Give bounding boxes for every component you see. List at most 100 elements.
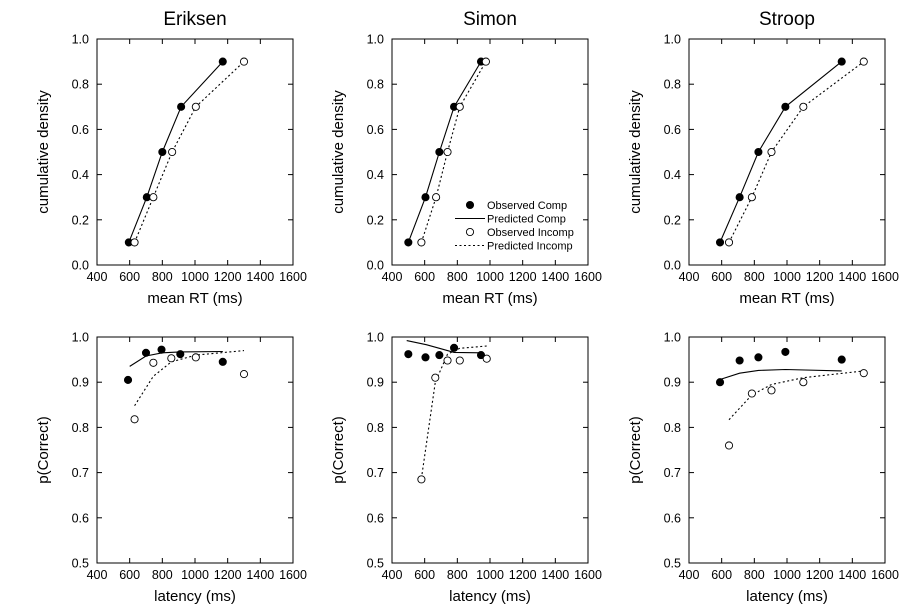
x-tick-label: 1000: [476, 270, 504, 284]
observed-incomp-point: [443, 147, 452, 157]
x-tick-label: 1200: [806, 270, 834, 284]
observed-comp-point: [735, 193, 744, 202]
observed-comp-point: [157, 345, 166, 354]
observed-incomp-point: [167, 354, 176, 363]
y-tick-label: 0.6: [72, 511, 89, 525]
observed-comp-point: [176, 350, 185, 359]
observed-comp-point: [435, 351, 444, 360]
y-tick-label: 1.0: [367, 33, 384, 47]
observed-incomp-point: [799, 378, 808, 387]
observed-incomp-point: [747, 389, 756, 398]
y-axis-label: p(Correct): [627, 416, 644, 484]
x-tick-label: 800: [744, 270, 765, 284]
observed-incomp-point: [443, 356, 452, 365]
x-tick-label: 1600: [871, 270, 899, 284]
observed-incomp-point: [130, 238, 139, 247]
predicted-incomp-line: [134, 61, 245, 243]
y-tick-label: 1.0: [72, 331, 89, 345]
observed-comp-point: [218, 57, 227, 66]
x-tick-label: 800: [152, 270, 173, 284]
x-tick-label: 400: [87, 270, 108, 284]
x-tick-label: 1600: [279, 270, 307, 284]
y-axis-label: p(Correct): [330, 416, 347, 484]
x-tick-label: 1400: [838, 568, 866, 582]
observed-comp-point: [218, 357, 227, 366]
x-tick-label: 400: [87, 568, 108, 582]
panel-title: Eriksen: [163, 9, 226, 30]
x-tick-label: 1400: [246, 568, 274, 582]
observed-comp-point: [435, 147, 444, 157]
x-tick-label: 1000: [773, 270, 801, 284]
plot-frame: [688, 336, 886, 564]
observed-comp-point: [837, 355, 846, 364]
x-tick-label: 1400: [838, 270, 866, 284]
observed-comp-point: [781, 102, 790, 111]
observed-comp-point: [123, 375, 133, 384]
observed-incomp-point: [191, 102, 200, 111]
observed-incomp-point: [168, 147, 177, 157]
y-tick-label: 0.5: [72, 557, 89, 571]
chart-panel-6: 400 600 800 1000 1200 1400 1600 0.5 0.6 0.7 0.8 0.9…: [627, 331, 899, 606]
legend-marker: [465, 200, 475, 210]
x-tick-label: 600: [711, 568, 732, 582]
x-tick-label: 1000: [181, 270, 209, 284]
plot-frame: [391, 336, 589, 564]
observed-incomp-point: [481, 57, 490, 66]
chart-panel-2: Simon 400 600 800 1000 1200 1400 1600 0.0 0.2 0.4 0…: [330, 9, 602, 307]
chart-panel-4: 400 600 800 1000 1200 1400 1600 0.5 0.6 0.7 0.8 0.9…: [35, 331, 307, 606]
legend-entry: Predicted Comp: [487, 214, 566, 226]
predicted-incomp-line: [728, 61, 865, 243]
observed-incomp-point: [130, 415, 139, 424]
predicted-incomp-line: [420, 345, 487, 479]
observed-incomp-point: [767, 147, 776, 157]
observed-comp-point: [781, 347, 790, 356]
observed-comp-point: [715, 238, 725, 247]
observed-incomp-point: [417, 475, 426, 484]
y-tick-label: 0.5: [367, 557, 384, 571]
y-tick-label: 0.8: [367, 78, 384, 92]
observed-incomp-point: [767, 386, 776, 395]
y-tick-label: 0.8: [664, 78, 681, 92]
y-tick-label: 1.0: [72, 33, 89, 47]
x-tick-label: 800: [447, 568, 468, 582]
legend-marker: [465, 227, 475, 237]
y-tick-label: 0.4: [72, 168, 89, 182]
chart-panel-1: Eriksen 400 600 800 1000 1200 1400 1600 0.0 0.2 0.…: [35, 9, 307, 307]
x-tick-label: 1600: [574, 270, 602, 284]
x-axis-label: mean RT (ms): [147, 290, 242, 307]
observed-incomp-point: [455, 102, 464, 111]
x-tick-label: 1600: [574, 568, 602, 582]
x-tick-label: 1400: [541, 568, 569, 582]
observed-incomp-point: [417, 238, 426, 247]
observed-comp-point: [754, 147, 763, 157]
observed-incomp-point: [431, 373, 440, 382]
y-tick-label: 0.0: [72, 259, 89, 273]
observed-comp-point: [837, 57, 846, 66]
observed-comp-point: [754, 353, 763, 362]
y-tick-label: 0.8: [72, 78, 89, 92]
observed-comp-point: [177, 102, 186, 111]
x-tick-label: 1200: [509, 568, 537, 582]
x-tick-label: 1200: [509, 270, 537, 284]
observed-incomp-point: [799, 102, 808, 111]
observed-comp-point: [421, 353, 430, 362]
predicted-incomp-line: [420, 61, 487, 243]
observed-incomp-point: [724, 238, 734, 247]
y-tick-label: 0.9: [367, 376, 384, 390]
observed-incomp-point: [747, 193, 756, 202]
y-tick-label: 0.9: [664, 376, 681, 390]
y-tick-label: 0.9: [72, 376, 89, 390]
x-tick-label: 800: [447, 270, 468, 284]
chart-panel-3: Stroop 400 600 800 1000 1200 1400 1600 0.0 0.2 0.4…: [627, 9, 899, 307]
y-tick-label: 0.0: [367, 259, 384, 273]
y-tick-label: 0.5: [664, 557, 681, 571]
x-axis-label: latency (ms): [746, 588, 828, 605]
y-axis-label: cumulative density: [330, 90, 347, 214]
legend-entry: Observed Incomp: [487, 227, 574, 239]
y-tick-label: 1.0: [664, 33, 681, 47]
y-tick-label: 0.2: [664, 213, 681, 227]
observed-comp-point: [715, 378, 725, 387]
plot-frame: [688, 38, 886, 266]
plot-frame: [96, 336, 294, 564]
observed-incomp-point: [859, 369, 868, 378]
